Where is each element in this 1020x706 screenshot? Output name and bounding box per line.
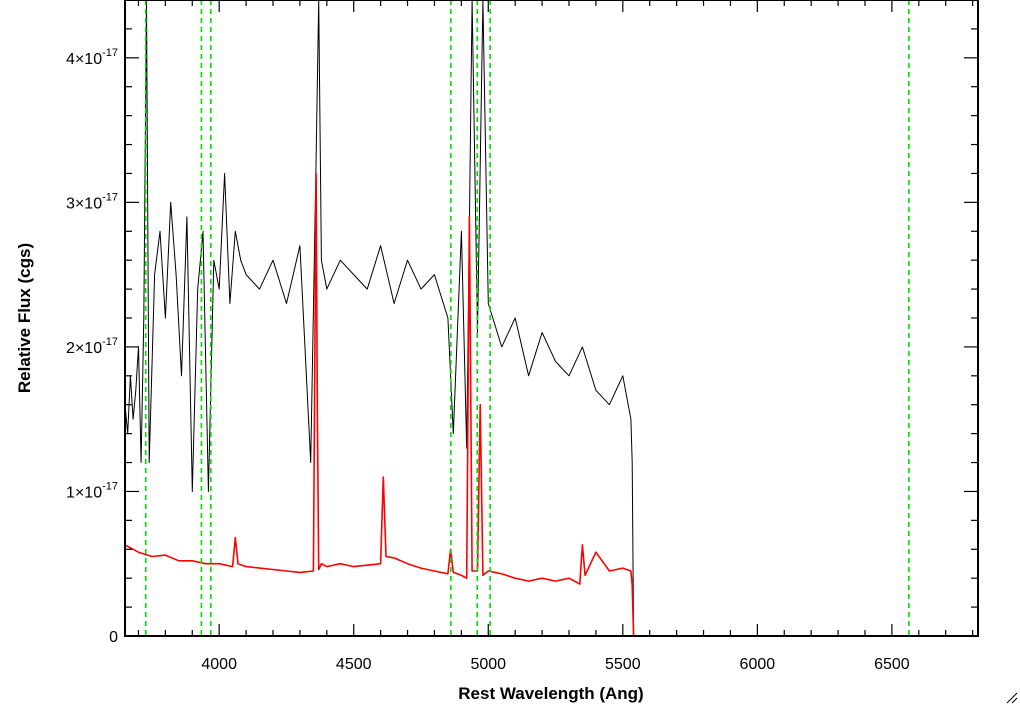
x-tick-label: 6000 (740, 656, 776, 673)
spectrum-series-1 (125, 172, 978, 636)
y-tick-label: 0 (109, 629, 118, 646)
y-tick-label: 1×10-17 (66, 480, 118, 501)
x-axis-title: Rest Wavelength (Ang) (458, 684, 643, 703)
y-tick-label: 3×10-17 (66, 191, 118, 212)
labels-layer: Rest Wavelength (Ang) Relative Flux (cgs… (15, 243, 644, 703)
y-axis-title: Relative Flux (cgs) (15, 243, 34, 393)
x-tick-label: 5500 (605, 656, 641, 673)
x-tick-label: 4000 (201, 656, 237, 673)
x-tick-label: 4500 (336, 656, 372, 673)
series-layer (125, 0, 978, 636)
spectrum-series-0 (125, 0, 978, 636)
plot-area (125, 0, 978, 636)
y-tick-label: 2×10-17 (66, 336, 118, 357)
x-tick-label: 6500 (874, 656, 910, 673)
reference-lines-layer (144, 0, 910, 636)
x-tick-label: 5000 (470, 656, 506, 673)
y-tick-label: 4×10-17 (66, 47, 118, 68)
resize-grip-icon[interactable] (1004, 690, 1018, 704)
axes-layer: 4000 4500 5000 5500 6000 6500 0 1×10-17 2×10-17 3… (66, 0, 979, 673)
